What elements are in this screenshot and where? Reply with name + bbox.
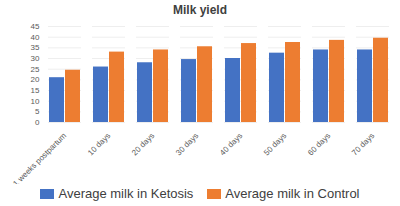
svg-text:60 days: 60 days — [306, 131, 332, 157]
svg-text:50 days: 50 days — [262, 131, 288, 157]
svg-text:20: 20 — [31, 75, 40, 84]
svg-text:35: 35 — [31, 43, 40, 52]
svg-text:10 days: 10 days — [86, 131, 112, 157]
svg-text:70 days: 70 days — [350, 131, 376, 157]
svg-text:15: 15 — [31, 86, 40, 95]
svg-text:25: 25 — [31, 65, 40, 74]
svg-text:0: 0 — [35, 118, 40, 127]
svg-text:30 days: 30 days — [174, 131, 200, 157]
svg-text:20 days: 20 days — [130, 131, 156, 157]
svg-text:40: 40 — [31, 33, 40, 42]
svg-text:45: 45 — [31, 22, 40, 31]
svg-text:10: 10 — [31, 97, 40, 106]
svg-text:5: 5 — [35, 107, 40, 116]
svg-text:30: 30 — [31, 54, 40, 63]
html-text:Milk yield: Milk yield — [173, 3, 227, 17]
html-text:Average milk in Control: Average milk in Control — [225, 186, 360, 201]
svg-text:40 days: 40 days — [218, 131, 244, 157]
svg-text:1 weeks postpartum: 1 weeks postpartum — [11, 131, 68, 184]
html-text:Average milk in Ketosis: Average milk in Ketosis — [58, 186, 194, 201]
